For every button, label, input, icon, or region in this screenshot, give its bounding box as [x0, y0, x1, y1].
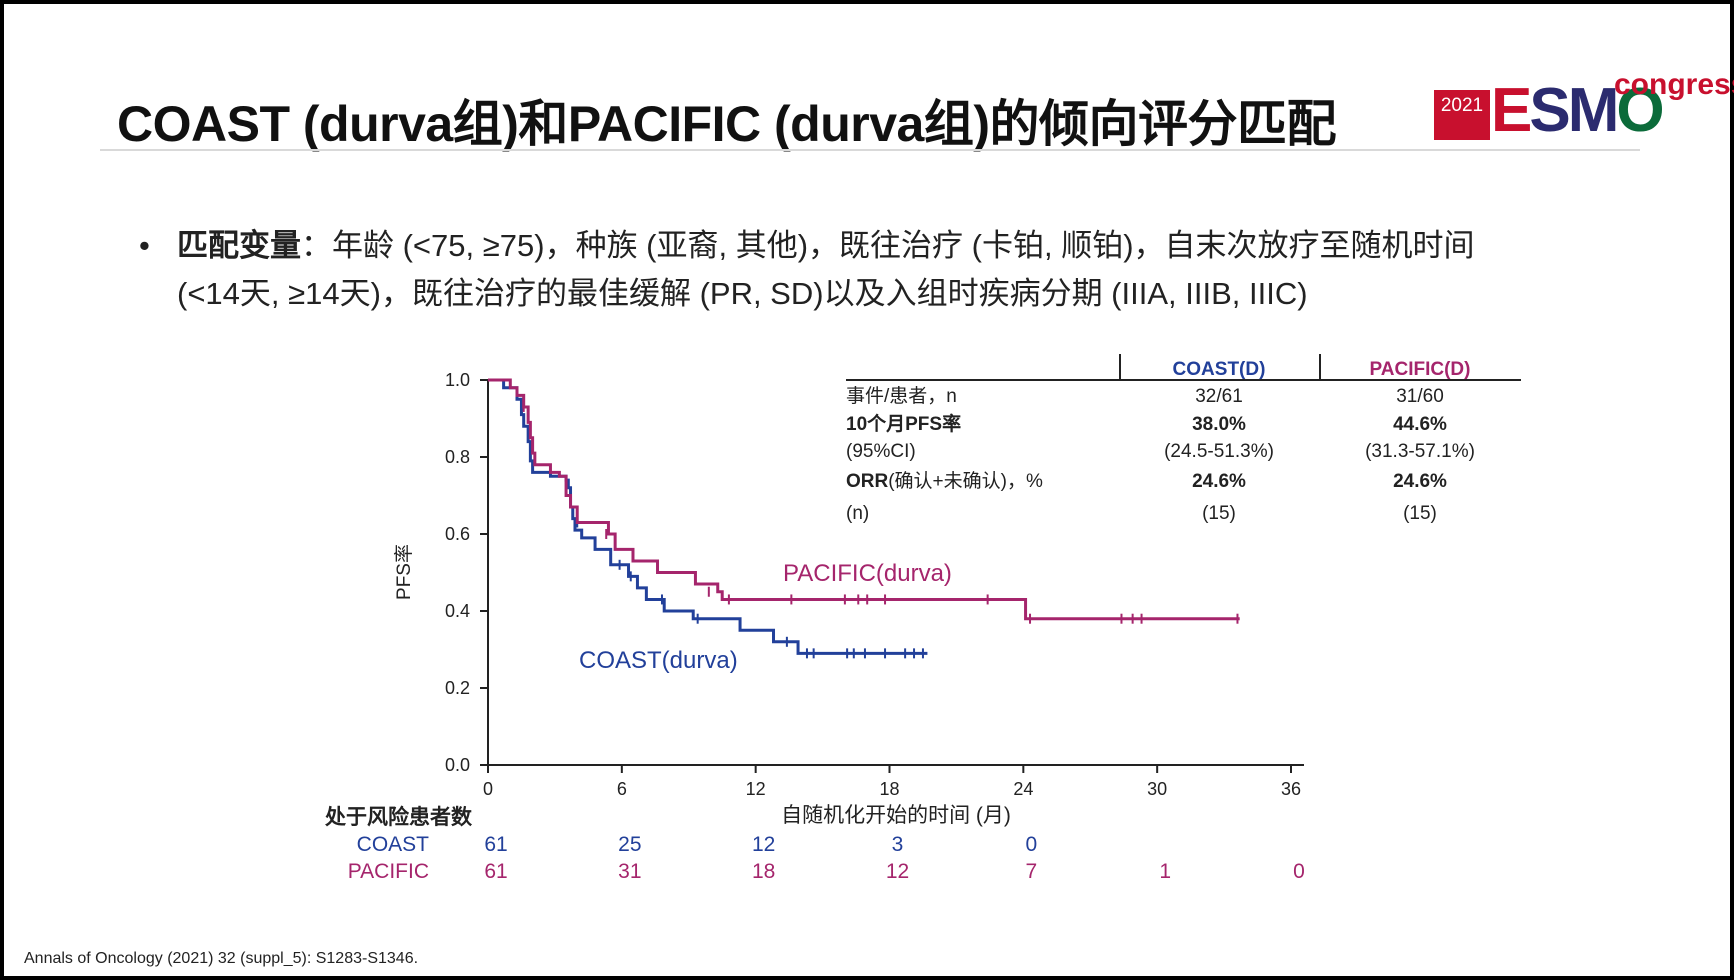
risk-value: 31	[618, 860, 641, 883]
table-row-label: ORR(确认+未确认)，%	[846, 470, 1043, 492]
table-cell-pacific: 24.6%	[1393, 471, 1447, 492]
risk-value: 25	[618, 833, 641, 856]
table-cell-pacific: (31.3-57.1%)	[1365, 441, 1475, 462]
bullet-dot: •	[139, 228, 150, 263]
y-tick-label: 0.0	[445, 755, 470, 775]
summary-table: COAST(D) PACIFIC(D) 事件/患者，n 32/61 31/60 10个月P…	[846, 354, 1521, 524]
series-label-coast: COAST(durva)	[579, 647, 738, 674]
km-chart: 0.00.20.40.60.81.00 6 12 18 24 30 36PFS率自随机化开始…	[324, 354, 1521, 883]
title-divider	[100, 149, 1640, 151]
risk-table-title: 处于风险患者数	[324, 805, 473, 829]
x-tick-label: 12	[746, 779, 766, 799]
x-tick-label: 36	[1281, 779, 1301, 799]
y-tick-label: 0.6	[445, 524, 470, 544]
x-axis-label: 自随机化开始的时间 (月)	[781, 804, 1011, 827]
series-label-pacific: PACIFIC(durva)	[783, 560, 952, 587]
risk-value: 61	[484, 860, 507, 883]
risk-value: 61	[484, 833, 507, 856]
y-tick-label: 0.8	[445, 447, 470, 467]
risk-value: 0	[1293, 860, 1305, 883]
table-row-label: (95%CI)	[846, 441, 916, 462]
table-header-coast: COAST(D)	[1173, 359, 1266, 380]
table-row-label: 事件/患者，n	[846, 385, 957, 407]
x-tick-label: 30	[1147, 779, 1167, 799]
x-tick-label: 0	[483, 779, 493, 799]
table-header-pacific: PACIFIC(D)	[1370, 359, 1471, 380]
logo-suffix: congress	[1614, 68, 1734, 101]
risk-value: 12	[752, 833, 775, 856]
risk-row-label: PACIFIC	[348, 860, 429, 883]
risk-value: 3	[892, 833, 904, 856]
table-cell-pacific: (15)	[1403, 503, 1437, 524]
chart-axes: 0.0 0.2 0.4 0.6 0.8 1.0 0 6 12 18 24 30 36 PFS率自随机化开始…	[393, 370, 1304, 827]
page-title: COAST (durva组)和PACIFIC (durva组)的倾向评分匹配	[117, 96, 1337, 152]
table-row-label: 10个月PFS率	[846, 412, 961, 435]
y-tick-label: 1.0	[445, 370, 470, 390]
risk-value: 1	[1159, 860, 1171, 883]
risk-value: 0	[1025, 833, 1037, 856]
footer-citation: Annals of Oncology (2021) 32 (suppl_5): …	[24, 950, 419, 967]
table-cell-pacific: 31/60	[1396, 386, 1444, 407]
table-cell-coast: 32/61	[1195, 386, 1243, 407]
y-axis-label: PFS率	[393, 544, 415, 600]
table-row-label: (n)	[846, 503, 869, 524]
bullet-list: • 匹配变量：年龄 (<75, ≥75)，种族 (亚裔, 其他)，既往治疗 (卡…	[139, 222, 1559, 318]
x-tick-label: 6	[617, 779, 627, 799]
risk-value: 18	[752, 860, 775, 883]
x-tick-label: 18	[879, 779, 899, 799]
bullet-bold-label: 匹配变量	[177, 228, 301, 263]
risk-value: 7	[1025, 860, 1037, 883]
risk-value: 12	[886, 860, 909, 883]
risk-table: 处于风险患者数 COAST 61 25 12 3 0 PACIFIC 61 31 18 12 7 1 0	[324, 805, 1305, 883]
km-curve-coast	[488, 378, 928, 655]
bullet-line-1: ：年龄 (<75, ≥75)，种族 (亚裔, 其他)，既往治疗 (卡铂, 顺铂)…	[301, 228, 1475, 263]
logo-year: 2021	[1434, 90, 1490, 140]
esmo-logo: 2021 ESMO congress	[1434, 68, 1734, 145]
table-cell-coast: 24.6%	[1192, 471, 1246, 492]
table-cell-coast: 38.0%	[1192, 414, 1246, 435]
table-cell-pacific: 44.6%	[1393, 414, 1447, 435]
y-tick-label: 0.4	[445, 601, 470, 621]
y-tick-label: 0.2	[445, 678, 470, 698]
x-tick-label: 24	[1013, 779, 1033, 799]
bullet-line-2: (<14天, ≥14天)，既往治疗的最佳缓解 (PR, SD)以及入组时疾病分期…	[177, 276, 1308, 311]
table-cell-coast: (24.5-51.3%)	[1164, 441, 1274, 462]
chart-series: COAST(durva) PACIFIC(durva)	[488, 378, 1240, 674]
slide: COAST (durva组)和PACIFIC (durva组)的倾向评分匹配 2…	[4, 4, 1734, 976]
km-curve-pacific	[488, 378, 1240, 621]
logo-brand: ESMO	[1491, 76, 1665, 145]
table-cell-coast: (15)	[1202, 503, 1236, 524]
risk-row-label: COAST	[357, 833, 430, 856]
bullet-text: 匹配变量：年龄 (<75, ≥75)，种族 (亚裔, 其他)，既往治疗 (卡铂,…	[177, 222, 1559, 318]
